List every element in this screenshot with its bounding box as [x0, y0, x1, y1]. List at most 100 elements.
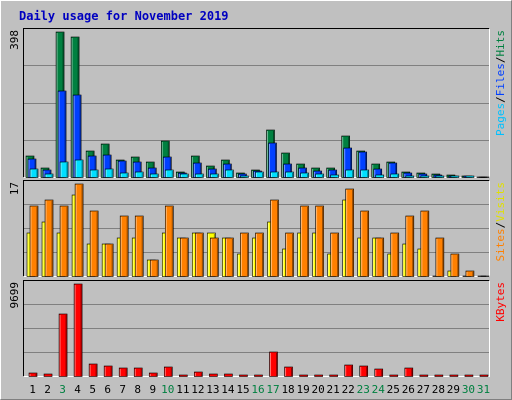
bar — [59, 205, 69, 277]
bar — [284, 366, 293, 377]
bar — [180, 173, 189, 178]
bar — [329, 374, 338, 377]
x-tick-label: 7 — [119, 383, 126, 396]
bar — [89, 169, 99, 178]
x-tick-label: 30 — [462, 383, 475, 396]
bar — [270, 171, 279, 178]
bar — [434, 374, 444, 377]
x-tick-label: 21 — [327, 383, 340, 396]
bar — [450, 175, 460, 178]
bar — [180, 237, 189, 277]
bar — [419, 374, 429, 377]
bar — [285, 232, 294, 277]
bar — [255, 232, 264, 277]
bar — [209, 373, 218, 377]
bar — [315, 205, 324, 277]
x-tick-label: 2 — [44, 383, 51, 396]
panel-border-bottom — [23, 280, 490, 377]
x-tick-label: 12 — [191, 383, 204, 396]
legend-sites: Sites — [494, 228, 507, 261]
x-tick-label: 18 — [281, 383, 294, 396]
bar — [195, 232, 204, 277]
bar — [450, 253, 460, 277]
bar — [163, 366, 173, 377]
bar — [118, 367, 128, 377]
x-tick-label: 17 — [266, 383, 279, 396]
legend-kbytes: KBytes — [494, 282, 507, 322]
x-tick-label: 15 — [236, 383, 249, 396]
x-axis-labels: 1 2 3 4 5 6 7 8 9 10 11 12 13 14 15 16 17 18 19 20 21 22 23 24 2… — [29, 383, 490, 396]
legend-separator: / — [494, 96, 507, 103]
bar — [88, 363, 98, 377]
bar — [389, 374, 399, 377]
bar — [435, 175, 445, 178]
x-tick-label: 5 — [89, 383, 96, 396]
legend-hits: Hits — [494, 30, 507, 57]
panel-border-top — [23, 28, 490, 178]
bar — [300, 172, 309, 178]
bar — [44, 173, 54, 178]
bar — [73, 283, 83, 377]
bar — [74, 183, 84, 277]
x-tick-label: 23 — [357, 383, 370, 396]
series-pages — [29, 159, 490, 178]
x-tick-label: 24 — [372, 383, 386, 396]
panel-border-top — [23, 180, 490, 277]
bar — [464, 374, 474, 377]
x-tick-label: 16 — [251, 383, 264, 396]
bar — [103, 365, 113, 377]
bar — [330, 174, 339, 178]
bar — [330, 232, 339, 277]
x-tick-label: 3 — [59, 383, 66, 396]
bar — [480, 275, 490, 277]
bar — [240, 232, 249, 277]
bar — [269, 351, 278, 377]
x-tick-label: 20 — [312, 383, 325, 396]
bar — [225, 169, 234, 178]
legend-label: KBytes — [494, 282, 507, 322]
bar — [405, 215, 415, 277]
panel-visits-sites: 17 Sites/Visits — [8, 180, 507, 277]
panel-plot-area — [23, 28, 489, 177]
bar — [345, 169, 354, 178]
x-tick-label: 9 — [149, 383, 156, 396]
panel-kbytes: 9699 KBytes — [8, 280, 507, 377]
bar — [195, 173, 204, 178]
legend-files: Files — [494, 63, 507, 96]
bar — [104, 243, 114, 277]
bar — [374, 368, 384, 377]
bar — [359, 365, 369, 377]
x-tick-label: 29 — [447, 383, 460, 396]
bar — [479, 374, 489, 377]
bar — [119, 172, 129, 178]
bar — [299, 374, 308, 377]
x-tick-label: 26 — [402, 383, 415, 396]
bar — [300, 205, 309, 277]
bar — [315, 173, 324, 178]
y-max-label: 9699 — [8, 282, 21, 309]
bar — [375, 237, 385, 277]
bar — [420, 175, 430, 178]
bar — [58, 313, 68, 377]
bar — [119, 215, 129, 277]
x-tick-label: 8 — [134, 383, 141, 396]
bar — [254, 374, 263, 377]
bar — [104, 168, 114, 178]
bar — [285, 171, 294, 178]
x-tick-label: 31 — [477, 383, 490, 396]
bar — [480, 176, 490, 178]
bar — [405, 175, 415, 178]
bar — [194, 371, 203, 377]
bar — [224, 373, 233, 377]
bar — [29, 168, 39, 178]
bar — [449, 374, 459, 377]
legend-separator: / — [494, 222, 507, 229]
bar — [345, 188, 354, 277]
bar — [179, 374, 188, 377]
bar — [164, 169, 174, 178]
x-tick-label: 14 — [221, 383, 235, 396]
x-tick-label: 1 — [29, 383, 36, 396]
bar — [435, 237, 445, 277]
x-tick-label: 28 — [432, 383, 445, 396]
